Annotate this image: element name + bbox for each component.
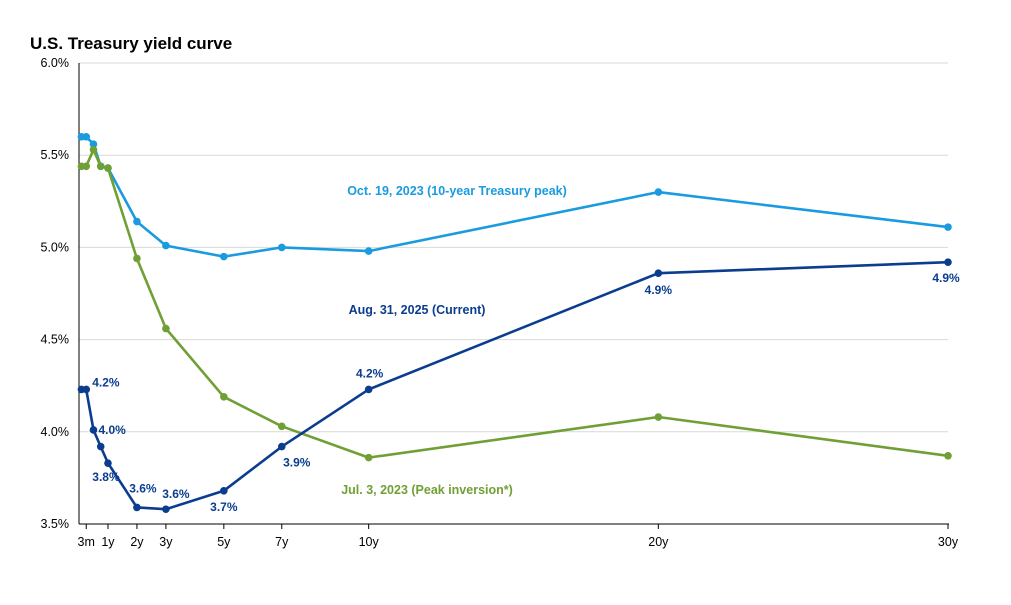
series-lines bbox=[77, 132, 952, 514]
data-point bbox=[944, 451, 952, 460]
data-point bbox=[277, 243, 286, 252]
data-label: 4.2% bbox=[92, 375, 120, 389]
x-tick-label: 5y bbox=[217, 535, 231, 549]
data-label: 3.8% bbox=[92, 470, 120, 484]
x-axis-ticks: 3m 1y 2y 3y 5y 7y 10y 20y 30y bbox=[78, 524, 959, 549]
data-point bbox=[277, 422, 286, 431]
y-tick-label: 3.5% bbox=[41, 517, 70, 531]
series-line-aug-31-2025-current bbox=[81, 260, 949, 511]
series-label-aug-31-2025-current: Aug. 31, 2025 (Current) bbox=[349, 303, 486, 317]
series-labels: Oct. 19, 2023 (10-year Treasury peak) Jul… bbox=[92, 184, 960, 514]
y-tick-label: 5.0% bbox=[41, 240, 70, 254]
data-label: 3.9% bbox=[283, 456, 311, 470]
data-label: 4.9% bbox=[645, 283, 673, 297]
y-tick-label: 4.5% bbox=[41, 333, 70, 347]
data-point bbox=[364, 247, 373, 255]
data-point bbox=[364, 453, 373, 462]
x-tick-label: 7y bbox=[275, 535, 289, 549]
data-point bbox=[82, 385, 91, 394]
data-point bbox=[89, 426, 98, 434]
data-point bbox=[89, 140, 98, 148]
data-point bbox=[364, 385, 373, 394]
data-label: 3.6% bbox=[162, 487, 190, 501]
y-tick-label: 5.5% bbox=[41, 148, 70, 162]
data-point bbox=[277, 442, 286, 451]
data-point bbox=[220, 392, 228, 401]
data-point bbox=[162, 505, 170, 514]
series-label-oct-19-2023-10-year-treasury-peak: Oct. 19, 2023 (10-year Treasury peak) bbox=[347, 184, 567, 198]
data-point bbox=[162, 324, 170, 333]
y-tick-label: 4.0% bbox=[41, 425, 70, 439]
data-point bbox=[104, 459, 112, 467]
data-point bbox=[89, 145, 98, 154]
data-point bbox=[133, 217, 141, 226]
data-label: 3.7% bbox=[210, 500, 238, 514]
data-point bbox=[162, 241, 170, 250]
x-tick-label: 20y bbox=[648, 535, 669, 549]
x-tick-label: 10y bbox=[359, 535, 380, 549]
data-point bbox=[944, 223, 952, 231]
data-point bbox=[96, 162, 105, 171]
data-point bbox=[220, 252, 228, 261]
data-point bbox=[654, 413, 663, 421]
data-point bbox=[133, 503, 141, 512]
data-point bbox=[654, 188, 663, 196]
data-point bbox=[220, 487, 228, 495]
x-tick-label: 1y bbox=[101, 535, 115, 549]
data-point bbox=[82, 162, 91, 171]
data-point bbox=[96, 442, 105, 451]
gridlines bbox=[79, 62, 948, 433]
data-label: 4.2% bbox=[356, 366, 384, 380]
data-point bbox=[104, 164, 112, 172]
data-label: 4.0% bbox=[98, 423, 126, 437]
x-tick-label: 30y bbox=[938, 535, 959, 549]
data-point bbox=[133, 254, 141, 263]
data-point bbox=[654, 269, 663, 278]
series-label-jul-3-2023-peak-inversion: Jul. 3, 2023 (Peak inversion*) bbox=[341, 483, 513, 497]
data-label: 3.6% bbox=[129, 481, 157, 495]
x-tick-label: 2y bbox=[130, 535, 144, 549]
chart-title: U.S. Treasury yield curve bbox=[30, 34, 232, 53]
x-tick-label: 3m bbox=[78, 535, 95, 549]
data-point bbox=[944, 258, 952, 266]
x-tick-label: 3y bbox=[159, 535, 173, 549]
data-label: 4.9% bbox=[932, 271, 960, 285]
data-point bbox=[82, 132, 91, 141]
y-tick-label: 6.0% bbox=[41, 56, 70, 70]
axes bbox=[78, 63, 949, 525]
y-axis-ticks: 3.5% 4.0% 4.5% 5.0% 5.5% 6.0% bbox=[41, 56, 70, 531]
